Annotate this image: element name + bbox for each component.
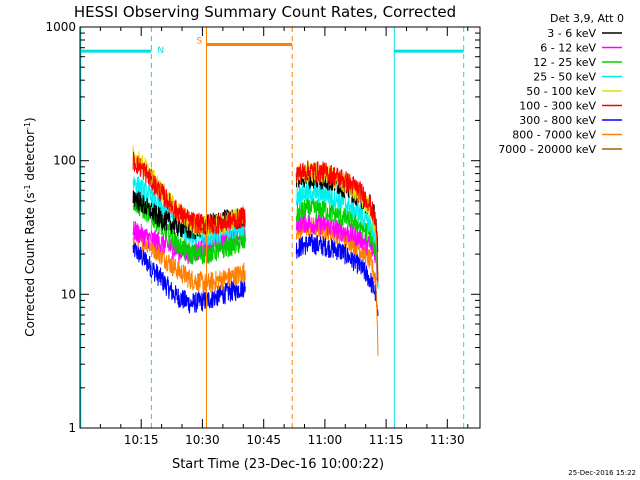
legend-label: 50 - 100 keV bbox=[526, 85, 596, 98]
y-axis-label-main: Corrected Count Rate (s bbox=[23, 192, 37, 336]
x-tick-label: 10:30 bbox=[185, 433, 220, 447]
timestamp: 25-Dec-2016 15:22 bbox=[568, 469, 636, 477]
legend-label: 25 - 50 keV bbox=[533, 71, 596, 84]
legend-label: 12 - 25 keV bbox=[533, 56, 596, 69]
x-tick-label: 11:30 bbox=[430, 433, 465, 447]
x-tick-label: 11:00 bbox=[308, 433, 343, 447]
series-line-6-12-kev-seg2 bbox=[295, 212, 379, 287]
y-axis-label-mid: detector bbox=[23, 130, 37, 185]
series-line-12-25-kev-seg2 bbox=[295, 197, 379, 288]
legend-label: 300 - 800 keV bbox=[519, 114, 596, 127]
y-tick-label: 10 bbox=[61, 287, 76, 301]
y-axis-label: Corrected Count Rate (s-1 detector-1) bbox=[23, 117, 38, 336]
flag-label-n: N bbox=[157, 46, 164, 56]
x-axis-label: Start Time (23-Dec-16 10:00:22) bbox=[172, 457, 384, 472]
x-tick-label: 10:45 bbox=[246, 433, 281, 447]
y-tick-label: 1 bbox=[68, 421, 76, 435]
chart-title: HESSI Observing Summary Count Rates, Cor… bbox=[74, 3, 456, 21]
y-axis-label-sup2: -1 bbox=[23, 122, 32, 130]
guide-layer: NS bbox=[80, 27, 465, 428]
series-line-300-800-kev-seg2 bbox=[295, 233, 379, 316]
legend-label: 3 - 6 keV bbox=[547, 27, 596, 40]
x-tick-label: 11:15 bbox=[369, 433, 404, 447]
series-line-100-300-kev-seg2 bbox=[295, 160, 379, 282]
data-layer bbox=[132, 145, 379, 356]
plot-frame bbox=[79, 26, 481, 429]
flag-label-s: S bbox=[197, 37, 203, 47]
y-tick-label: 100 bbox=[53, 154, 76, 168]
y-axis-label-sup1: -1 bbox=[23, 184, 32, 192]
legend-label: 800 - 7000 keV bbox=[512, 129, 596, 142]
x-tick-label: 10:15 bbox=[124, 433, 159, 447]
y-axis-label-end: ) bbox=[23, 117, 37, 122]
legend-header: Det 3,9, Att 0 bbox=[550, 12, 624, 25]
axis-layer: 1 10 100 1000 10:15 10:30 10:45 11:00 11:15 11:30 bbox=[45, 20, 480, 447]
series-line-12-25-kev-seg1 bbox=[132, 192, 246, 265]
y-tick-label: 1000 bbox=[45, 20, 76, 34]
legend-label: 100 - 300 keV bbox=[519, 100, 596, 113]
legend-label: 7000 - 20000 keV bbox=[498, 143, 596, 156]
legend-label: 6 - 12 keV bbox=[540, 42, 596, 55]
